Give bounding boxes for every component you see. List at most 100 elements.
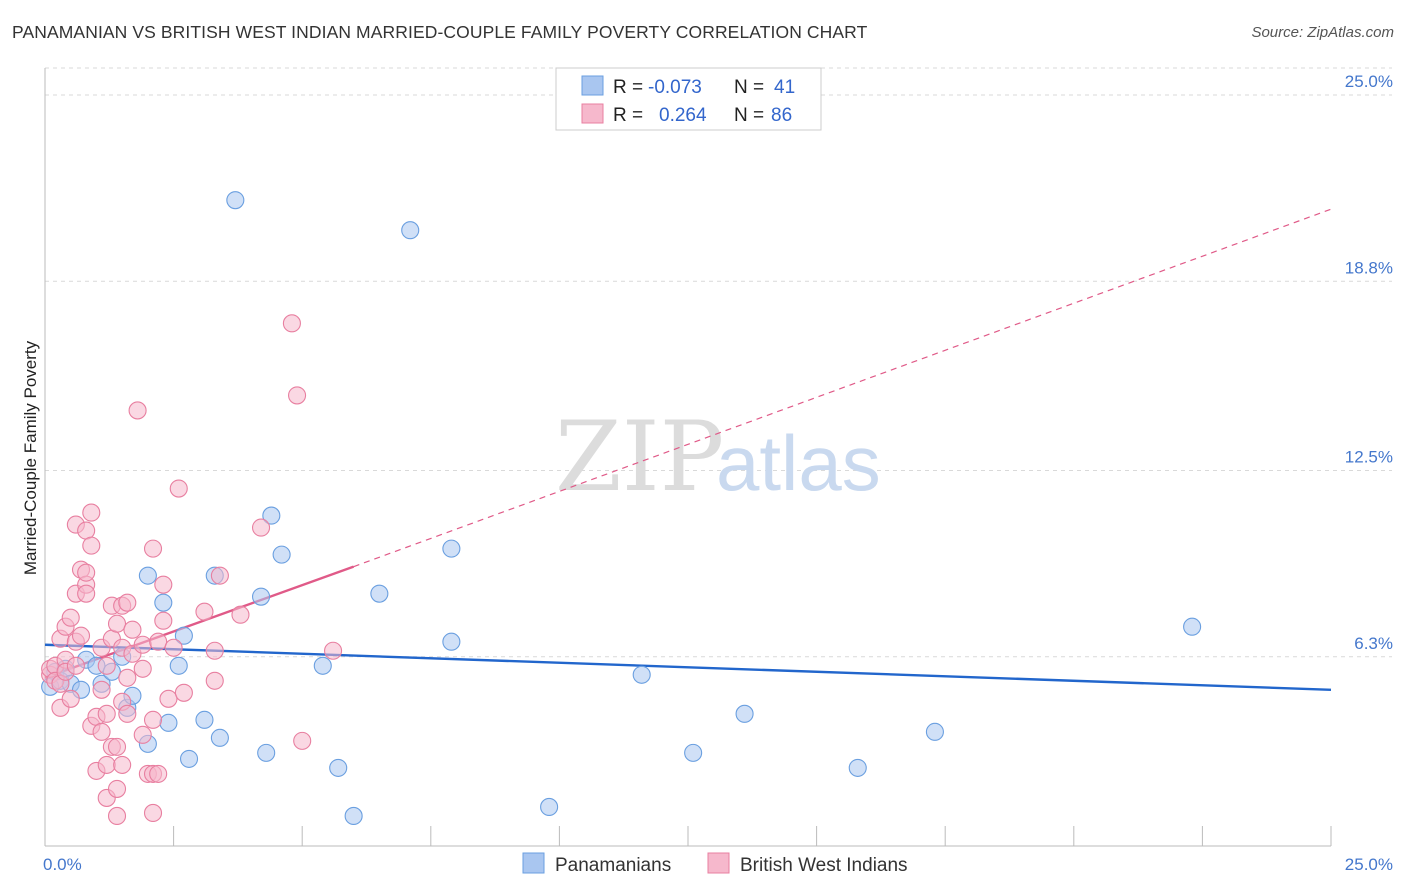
y-tick-labels: 6.3% 12.5% 18.8% 25.0% [1345, 72, 1393, 653]
point-pink [149, 632, 168, 651]
point-pink [77, 563, 96, 582]
point-blue [540, 797, 559, 816]
point-blue [313, 656, 332, 675]
point-blue [632, 665, 651, 684]
x-tick-label: 25.0% [1345, 855, 1393, 874]
legend-n-label-2: N = [734, 105, 764, 126]
point-blue [138, 566, 157, 585]
point-pink [128, 401, 147, 420]
point-blue [344, 806, 363, 826]
point-pink [210, 566, 229, 585]
point-blue [195, 710, 214, 729]
point-pink [133, 635, 152, 654]
source-label: Source: ZipAtlas.com [1251, 24, 1394, 41]
point-blue [262, 506, 281, 525]
bottom-legend-label-panamanians: Panamanians [555, 855, 671, 876]
legend-n-label-1: N = [734, 77, 764, 98]
y-tick-label: 25.0% [1345, 72, 1393, 91]
point-pink [107, 737, 127, 756]
point-blue [925, 722, 944, 741]
point-blue [174, 626, 193, 645]
point-pink [107, 614, 127, 633]
bottom-legend-label-bwi: British West Indians [740, 855, 908, 876]
point-pink [143, 710, 163, 729]
bottom-legend: Panamanians British West Indians [522, 852, 908, 876]
legend-r-value-1: -0.073 [648, 77, 702, 98]
point-blue [226, 191, 245, 210]
legend-r-value-2: 0.264 [659, 105, 707, 126]
point-blue [169, 656, 188, 675]
point-pink [66, 656, 85, 675]
point-blue [154, 593, 173, 612]
point-blue [257, 743, 276, 762]
point-blue [272, 545, 291, 564]
legend: R = -0.073 N = 41 R = 0.264 N = 86 [555, 67, 822, 131]
point-pink [82, 536, 101, 555]
point-blue [848, 758, 867, 777]
point-pink [77, 584, 96, 603]
point-pink [61, 608, 80, 627]
bottom-legend-swatch-blue [522, 852, 545, 874]
point-pink [61, 689, 80, 708]
point-pink [97, 704, 116, 723]
legend-n-value-2: 86 [771, 105, 792, 126]
point-pink [149, 764, 168, 783]
point-pink [154, 611, 173, 630]
y-tick-label: 6.3% [1354, 634, 1393, 653]
x-tick-labels: 0.0% 25.0% [43, 855, 1393, 874]
point-blue [1183, 617, 1202, 636]
legend-swatch-pink [581, 103, 604, 124]
point-pink [92, 680, 111, 699]
watermark-atlas: atlas [716, 419, 881, 507]
point-pink [118, 704, 137, 723]
point-pink [97, 755, 116, 774]
point-pink [143, 803, 163, 823]
point-blue [401, 221, 420, 240]
point-blue [684, 743, 703, 762]
point-pink [324, 641, 343, 660]
point-pink [174, 683, 193, 702]
y-axis-label: Married-Couple Family Poverty [21, 340, 40, 575]
watermark: ZIP atlas [555, 401, 881, 513]
legend-swatch-blue [581, 75, 604, 96]
point-pink [92, 722, 111, 741]
point-pink [118, 668, 137, 687]
point-pink [123, 620, 142, 639]
point-pink [231, 605, 250, 624]
point-pink [251, 518, 271, 537]
point-pink [205, 671, 224, 690]
point-pink [164, 638, 183, 657]
data-points [41, 191, 1202, 826]
bottom-legend-swatch-pink [707, 852, 730, 874]
point-pink [118, 593, 137, 612]
point-pink [169, 479, 188, 498]
point-pink [205, 641, 224, 660]
point-blue [159, 713, 178, 732]
point-pink [77, 521, 96, 540]
x-ticks [44, 826, 1332, 846]
point-blue [179, 749, 199, 768]
point-pink [107, 806, 127, 826]
point-pink [159, 689, 178, 708]
point-pink [282, 314, 301, 333]
y-tick-label: 12.5% [1345, 448, 1393, 467]
trend-line-blue [44, 643, 1332, 691]
point-pink [133, 725, 152, 744]
point-blue [442, 632, 461, 651]
trend-line-pink-dashed [353, 208, 1332, 568]
legend-n-value-1: 41 [774, 77, 795, 98]
point-pink [195, 602, 214, 621]
point-pink [97, 656, 116, 675]
point-blue [210, 728, 229, 747]
point-pink [107, 779, 127, 798]
y-tick-label: 18.8% [1345, 258, 1393, 277]
point-pink [154, 575, 173, 594]
point-pink [82, 503, 101, 522]
watermark-zip: ZIP [555, 401, 724, 513]
grid-lines [45, 67, 1392, 658]
point-blue [735, 704, 754, 723]
point-pink [143, 539, 163, 558]
point-blue [329, 758, 348, 777]
point-blue [442, 539, 461, 558]
